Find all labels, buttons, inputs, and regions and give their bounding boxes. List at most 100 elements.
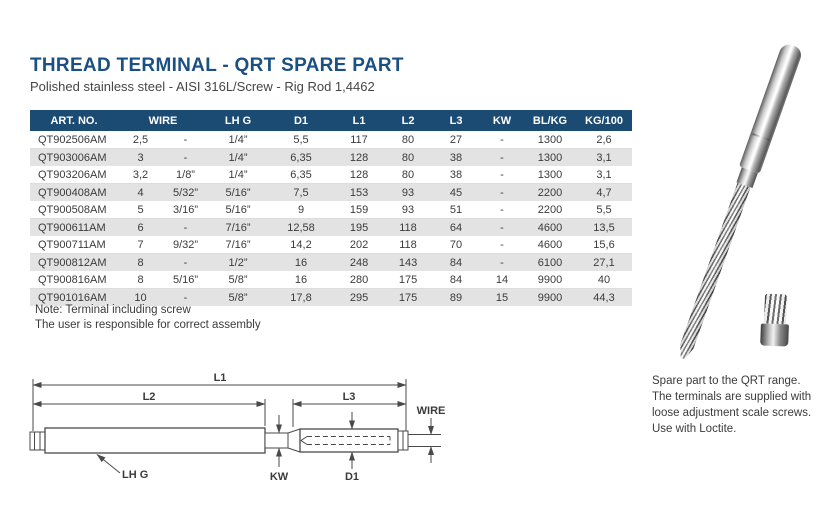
table-cell: 93 [401,186,415,199]
table-header-cell: KW [480,110,525,131]
table-cell: 89 [449,291,463,304]
table-header-cell: L1 [334,110,385,131]
table-cell: QT900816AM [30,271,118,289]
table-cell: 2,6 [576,131,633,149]
table-cell: 3,1 [576,166,633,184]
table-cell: 14 [480,271,525,289]
table-cell: 8 [137,256,144,269]
table-cell: 5/8” [208,271,269,289]
description-line: loose adjustment scale screws. [652,407,812,420]
table-cell: QT900408AM [38,186,107,199]
table-cell: 80 [401,151,415,164]
table-row: QT900508AM 5 3/16” 5/16” 9 159 93 51-2200 5,5 [30,201,633,219]
table-cell: 5/16” [208,201,269,219]
table-row: QT900408AM 4 5/32” 5/16” 7,5 153 93 45 - 2200 4,7 [30,183,633,201]
table-cell: 6,35 [290,151,312,164]
table-cell: 4,7 [596,186,612,199]
table-cell: QT900611AM [38,221,106,234]
note-line: The user is responsible for correct asse… [35,318,261,331]
table-cell: 128 [349,151,369,164]
table-cell: 2,5 [118,131,163,149]
table-cell: 5 [118,201,163,219]
description-line: Use with Loctite. [652,423,737,436]
terminal-tube [738,41,804,174]
table-header-cell: D1 [268,110,335,131]
table-header-cell: LH G [208,110,269,131]
table-cell: 4600 [524,236,577,254]
table-cell: QT902506AM [30,131,118,149]
table-cell: 3 [137,151,144,164]
table-cell: 295 [349,291,369,304]
description-line: The terminals are supplied with [652,391,812,404]
table-cell: 5/16” [225,186,251,199]
dim-label-kw: KW [270,471,289,483]
table-cell: - [183,291,188,304]
table-cell: 2200 [537,186,563,199]
screw-thread [763,293,787,325]
table-cell: QT903006AM [38,151,107,164]
table-cell: - [163,131,209,149]
table-cell: 7 [118,236,163,254]
table-cell: 27 [432,131,481,149]
table-cell: 1/2” [228,256,248,269]
table-cell: - [480,131,525,149]
table-cell: 6100 [537,256,563,269]
table-cell: - [500,256,504,269]
table-cell: 3,2 [118,166,163,184]
spec-table: ART. NO. WIRE LH G D1 L1 L2 L3 KW BL/KG KG/100 QT… [30,110,633,306]
table-cell: 6,35 [268,166,335,184]
table-cell: 1/4” [208,131,269,149]
table-cell: 17,8 [290,291,312,304]
table-cell: QT901016AM [38,291,107,304]
table-cell: 6 [137,221,144,234]
table-cell: 45 [449,186,463,199]
table-cell: 80 [384,166,433,184]
table-cell: 5,5 [576,201,633,219]
table-cell: - [480,236,525,254]
table-cell: 3,1 [596,151,612,164]
table-cell: - [500,186,504,199]
table-cell: 175 [398,291,418,304]
spec-table-head: ART. NO. WIRE LH G D1 L1 L2 L3 KW BL/KG KG/100 [30,110,633,131]
dim-label-l2: L2 [143,391,156,403]
table-cell: 5/8” [228,291,248,304]
dim-label-l3: L3 [343,391,356,403]
table-cell: 9900 [524,271,577,289]
table-row: QT901016AM 10 - 5/8” 17,8 295 175 89 15 9900 44,3 [30,288,633,306]
dimension-drawing: L1 L2 L3 WIRE KW D1 LH G [29,372,445,483]
table-cell: 202 [334,236,385,254]
dim-label-d1: D1 [345,471,359,483]
table-cell: - [183,221,188,234]
table-cell: 3/16” [163,201,209,219]
table-cell: 93 [384,201,433,219]
table-cell: 5/16” [163,271,209,289]
table-header-cell: ART. NO. [30,110,118,131]
table-cell: 7/16” [208,236,269,254]
table-cell: 84 [432,271,481,289]
table-cell: 9 [268,201,335,219]
table-cell: - [183,151,188,164]
table-cell: 7/16” [225,221,251,234]
table-cell: 80 [384,131,433,149]
table-cell: 159 [334,201,385,219]
screw-head [760,323,789,347]
table-cell: QT900812AM [38,256,107,269]
table-cell: 9900 [537,291,563,304]
spec-table-body: QT902506AM 2,5-1/4” 5,5 117 80 27-1300 2,6 QT90… [30,131,633,306]
table-header-cell: WIRE [118,110,209,131]
table-header-cell: L2 [384,110,433,131]
table-cell: 84 [449,256,463,269]
table-cell: 1300 [524,166,577,184]
table-cell: 4 [137,186,144,199]
table-cell: 38 [449,151,463,164]
table-cell: 8 [118,271,163,289]
table-cell: 15,6 [576,236,633,254]
table-cell: 15 [495,291,509,304]
page-title: THREAD TERMINAL - QRT SPARE PART [30,55,404,76]
table-cell: 128 [334,166,385,184]
table-row: QT900812AM 8 - 1/2” 16 248 143 84 - 6100 27,1 [30,253,633,271]
table-cell: 248 [349,256,369,269]
table-cell: 118 [384,236,433,254]
table-cell: 1300 [537,151,563,164]
table-cell: 1/4” [208,166,269,184]
